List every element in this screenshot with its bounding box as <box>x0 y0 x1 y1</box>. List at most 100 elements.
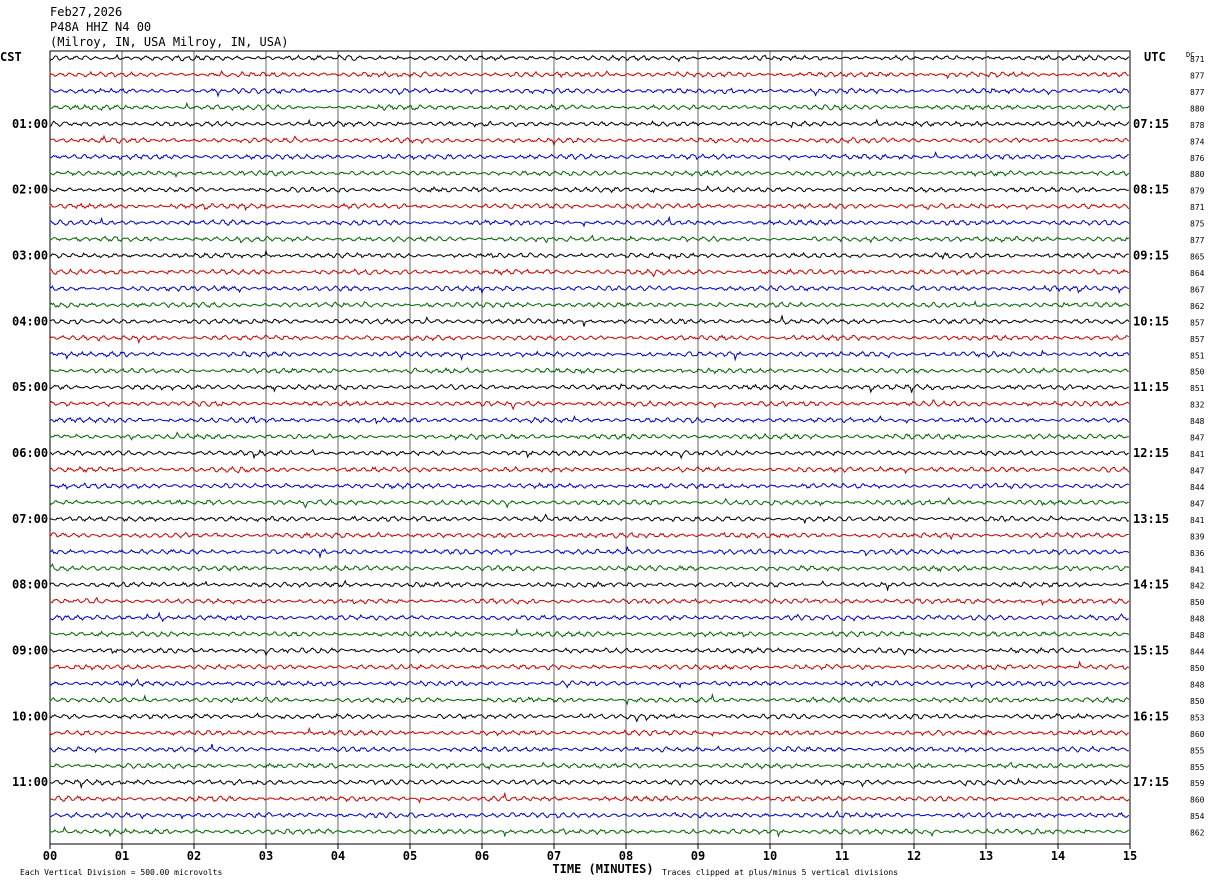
seismic-trace <box>49 712 1129 723</box>
dc-offset-label: 832 <box>1190 401 1205 410</box>
cst-hour-label: 02:00 <box>12 183 48 197</box>
seismic-trace <box>49 646 1130 657</box>
scale-note: Each Vertical Division = 500.00 microvol… <box>20 868 222 877</box>
cst-hour-label: 01:00 <box>12 117 48 131</box>
cst-hour-label: 06:00 <box>12 446 48 460</box>
cst-hour-label: 11:00 <box>12 775 48 789</box>
seismic-trace <box>49 777 1129 790</box>
dc-offset-label: 860 <box>1190 796 1205 805</box>
dc-offset-label: 867 <box>1190 285 1205 294</box>
seismic-trace <box>49 215 1130 228</box>
dc-offset-label: 850 <box>1190 697 1205 706</box>
dc-offset-label: 877 <box>1190 236 1205 245</box>
dc-offset-label: 842 <box>1190 582 1205 591</box>
seismic-trace <box>49 448 1129 460</box>
utc-hour-label: 17:15 <box>1133 775 1169 789</box>
seismic-trace <box>49 596 1130 607</box>
x-tick-label: 04 <box>331 849 345 863</box>
seismic-trace <box>49 531 1129 541</box>
utc-hour-label: 09:15 <box>1133 249 1169 263</box>
seismic-trace <box>49 185 1129 194</box>
dc-offset-label: 844 <box>1190 648 1205 657</box>
dc-offset-label: 848 <box>1190 417 1205 426</box>
x-tick-label: 05 <box>403 849 417 863</box>
seismic-trace <box>49 202 1130 212</box>
dc-offset-label: 850 <box>1190 664 1205 673</box>
seismic-trace <box>49 465 1130 475</box>
dc-offset-label: 859 <box>1190 779 1205 788</box>
dc-offset-label: 841 <box>1190 565 1205 574</box>
seismic-trace <box>49 579 1130 592</box>
dc-offset-label: 862 <box>1190 302 1205 311</box>
cst-hour-label: 09:00 <box>12 644 48 658</box>
seismic-trace <box>49 334 1130 345</box>
dc-column-label: DC <box>1186 51 1194 59</box>
dc-offset-label: 876 <box>1190 154 1205 163</box>
x-tick-label: 02 <box>187 849 201 863</box>
x-tick-label: 00 <box>43 849 57 863</box>
seismic-trace <box>49 628 1130 638</box>
dc-offset-label: 877 <box>1190 71 1205 80</box>
cst-hour-label: 07:00 <box>12 512 48 526</box>
seismic-trace <box>49 482 1130 490</box>
x-tick-label: 06 <box>475 849 489 863</box>
x-tick-label: 01 <box>115 849 129 863</box>
dc-offset-label: 850 <box>1190 368 1205 377</box>
dc-offset-label: 836 <box>1190 549 1205 558</box>
seismic-trace <box>49 53 1130 63</box>
dc-offset-label: 847 <box>1190 499 1205 508</box>
cst-hour-label: 08:00 <box>12 578 48 592</box>
seismic-trace <box>49 726 1129 738</box>
x-tick-label: 09 <box>691 849 705 863</box>
seismic-trace <box>49 825 1130 838</box>
left-timezone-label: CST <box>0 50 22 64</box>
x-tick-label: 13 <box>979 849 993 863</box>
cst-hour-label: 04:00 <box>12 314 48 328</box>
seismic-trace <box>49 496 1129 509</box>
seismic-trace <box>49 300 1130 309</box>
x-axis-label: TIME (MINUTES) <box>552 862 653 876</box>
seismic-trace <box>49 234 1130 244</box>
utc-hour-label: 14:15 <box>1133 578 1169 592</box>
dc-offset-label: 854 <box>1190 812 1205 821</box>
dc-offset-label: 841 <box>1190 450 1205 459</box>
utc-hour-label: 08:15 <box>1133 183 1169 197</box>
seismic-trace <box>49 349 1130 362</box>
utc-hour-label: 13:15 <box>1133 512 1169 526</box>
dc-offset-label: 848 <box>1190 615 1205 624</box>
dc-offset-label: 865 <box>1190 253 1205 262</box>
dc-offset-label: 880 <box>1190 170 1205 179</box>
plot-frame <box>49 50 1131 845</box>
seismic-trace <box>49 134 1130 147</box>
cst-hour-label: 10:00 <box>12 709 48 723</box>
seismic-trace <box>49 513 1129 525</box>
x-tick-label: 07 <box>547 849 561 863</box>
dc-offset-label: 877 <box>1190 88 1205 97</box>
seismic-trace <box>49 101 1130 112</box>
right-timezone-label: UTC <box>1144 50 1166 64</box>
x-tick-label: 14 <box>1051 849 1065 863</box>
dc-offset-label: 844 <box>1190 483 1205 492</box>
seismic-trace <box>49 268 1130 278</box>
dc-offset-label: 879 <box>1190 187 1205 196</box>
x-tick-label: 15 <box>1123 849 1137 863</box>
seismic-trace <box>49 678 1129 689</box>
seismic-trace <box>49 284 1129 295</box>
dc-offset-label: 848 <box>1190 680 1205 689</box>
dc-offset-label: 874 <box>1190 137 1205 146</box>
seismic-trace <box>49 810 1130 820</box>
seismic-trace <box>49 151 1129 161</box>
dc-offset-label: 878 <box>1190 121 1205 130</box>
seismic-trace <box>49 743 1129 754</box>
seismic-trace <box>49 249 1129 261</box>
chart-date: Feb27,2026 <box>50 5 123 19</box>
dc-offset-label: 862 <box>1190 829 1205 838</box>
dc-offset-label: 875 <box>1190 220 1205 229</box>
clip-note: Traces clipped at plus/minus 5 vertical … <box>662 868 898 877</box>
seismic-trace <box>49 169 1130 178</box>
x-tick-label: 08 <box>619 849 633 863</box>
utc-hour-label: 16:15 <box>1133 709 1169 723</box>
dc-offset-label: 847 <box>1190 467 1205 476</box>
dc-offset-label: 857 <box>1190 318 1205 327</box>
dc-offset-label: 847 <box>1190 434 1205 443</box>
